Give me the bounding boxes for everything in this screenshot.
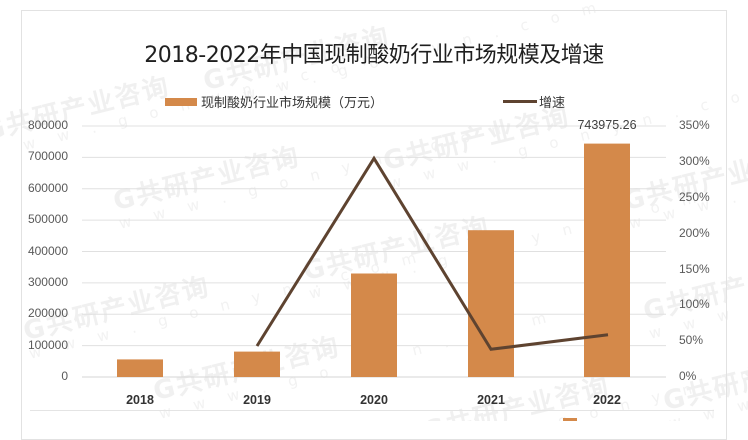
y-right-tick: 0% (679, 369, 697, 383)
y-right-tick: 250% (679, 190, 710, 204)
legend-item-market-size[interactable]: 现制酸奶行业市场规模（万元） (165, 92, 383, 111)
growth-line (255, 155, 609, 351)
y-left-tick: 300000 (27, 275, 68, 289)
y-left-tick: 0 (61, 369, 68, 383)
bars (117, 143, 630, 377)
bar-2021 (468, 230, 514, 377)
bar-data-label-2022: 743975.26 (577, 118, 637, 132)
bar-2022 (584, 143, 630, 377)
bar-2019 (234, 351, 280, 377)
y-right-tick: 100% (679, 297, 710, 311)
legend-label: 增速 (539, 96, 566, 111)
y-right-tick: 50% (679, 333, 704, 347)
bar-2020 (351, 273, 397, 377)
y-right-tick: 150% (679, 262, 710, 276)
plot-area (82, 125, 666, 378)
y-left-tick: 400000 (27, 244, 68, 258)
y-left-tick: 800000 (27, 118, 68, 132)
x-tick: 2019 (243, 393, 271, 407)
legend-item-growth[interactable]: 增速 (503, 92, 565, 111)
bar-swatch-icon (165, 97, 197, 106)
x-tick: 2018 (126, 393, 154, 407)
x-tick: 2022 (593, 393, 621, 407)
cropped-element (563, 418, 577, 421)
x-tick: 2021 (477, 393, 505, 407)
y-left-tick: 200000 (27, 306, 68, 320)
y-left-tick: 500000 (27, 212, 68, 226)
x-tick: 2020 (360, 393, 388, 407)
line-swatch-icon (503, 100, 537, 103)
y-right-tick: 350% (679, 118, 710, 132)
chart-legend: 现制酸奶行业市场规模（万元） 增速 (0, 92, 748, 111)
y-right-tick: 200% (679, 226, 710, 240)
y-left-tick: 700000 (27, 149, 68, 163)
y-left-tick: 600000 (27, 181, 68, 195)
y-right-tick: 300% (679, 154, 710, 168)
legend-label: 现制酸奶行业市场规模（万元） (201, 96, 384, 111)
bar-2018 (117, 359, 163, 377)
y-left-tick: 100000 (27, 338, 68, 352)
chart-title: 2018-2022年中国现制酸奶行业市场规模及增速 (144, 43, 604, 68)
divider (30, 410, 714, 411)
